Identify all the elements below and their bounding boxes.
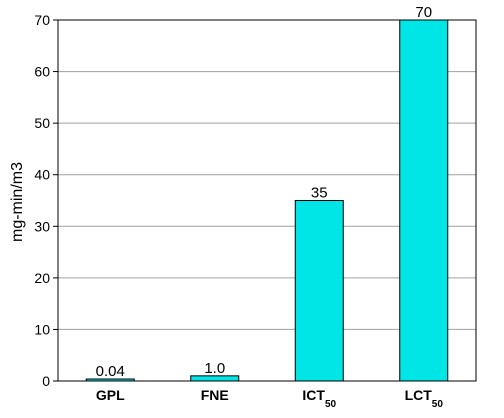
data-labels: 0.04 1.0 35 70 [96, 4, 432, 380]
data-label: 70 [415, 4, 432, 21]
x-tick-label: FNE [201, 387, 229, 403]
data-label: 1.0 [204, 360, 225, 377]
y-tick-label: 30 [34, 218, 50, 234]
plot-frame [57, 19, 477, 382]
x-tick-label: GPL [96, 387, 125, 403]
bar [294, 200, 344, 382]
data-label: 0.04 [96, 363, 125, 380]
y-tick-label: 70 [34, 12, 50, 28]
x-tick-label: LCT50 [405, 387, 444, 410]
plot-border [57, 19, 477, 382]
x-axis-labels: GPL FNE ICT50 LCT50 [96, 387, 443, 410]
y-axis-ticks: 0 10 20 30 40 50 60 70 [34, 12, 58, 389]
bar [399, 19, 449, 382]
y-tick-label: 20 [34, 270, 50, 286]
y-tick-label: 0 [42, 373, 50, 389]
y-tick-label: 10 [34, 321, 50, 337]
y-tick-label: 40 [34, 167, 50, 183]
bars [85, 19, 449, 382]
data-label: 35 [311, 185, 328, 202]
x-tick-label: ICT50 [302, 387, 336, 410]
y-axis-title: mg-min/m3 [9, 162, 26, 242]
y-tick-label: 60 [34, 64, 50, 80]
y-tick-label: 50 [34, 115, 50, 131]
